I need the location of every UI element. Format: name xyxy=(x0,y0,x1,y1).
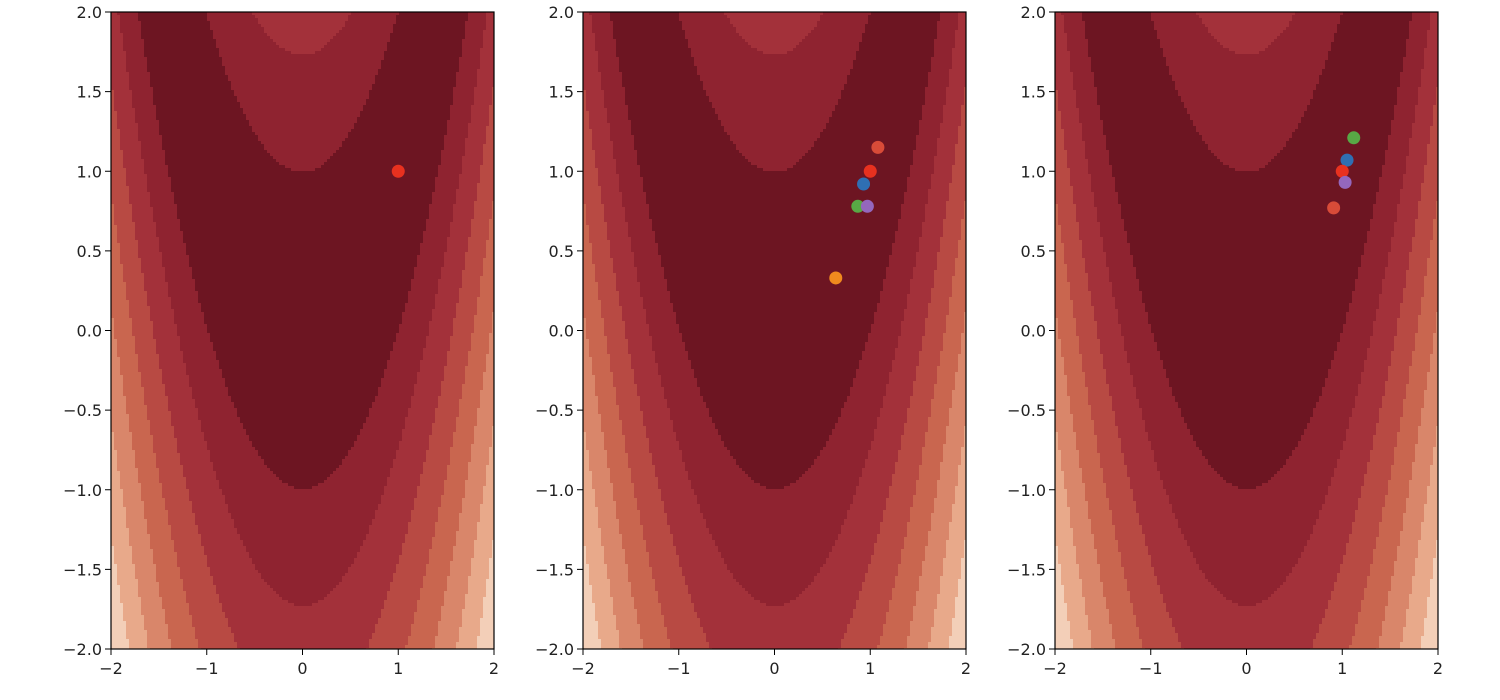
contour-background xyxy=(111,12,496,652)
panel-1: −2 −1 0 1 22.01.51.00.50.0−0.5−1.0−1.5−2.0 xyxy=(63,3,499,678)
